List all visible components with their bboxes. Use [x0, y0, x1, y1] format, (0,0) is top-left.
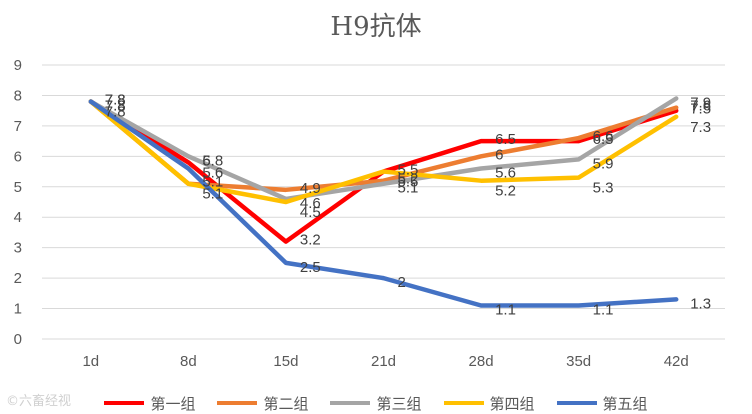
- y-tick-label: 4: [14, 209, 22, 226]
- legend-label: 第二组: [263, 394, 309, 413]
- data-label: 7.8: [105, 92, 126, 109]
- data-label: 4.6: [300, 195, 321, 212]
- data-label: 2.5: [300, 259, 321, 276]
- data-label: 7.8: [105, 98, 126, 115]
- watermark: ©六畜经视: [6, 394, 72, 409]
- series-line-4: [88, 99, 679, 205]
- chart-title: H9抗体: [330, 12, 422, 42]
- data-label: 5.2: [398, 171, 419, 188]
- series-line-5: [88, 99, 679, 308]
- legend-swatch: [330, 401, 371, 405]
- legend-item: 第二组: [217, 393, 308, 414]
- x-tick-label: 8d: [180, 353, 197, 370]
- grid-lines: [42, 64, 725, 340]
- data-label: 6.5: [593, 131, 614, 148]
- y-tick-label: 1: [14, 301, 22, 318]
- data-label: 6: [495, 146, 503, 163]
- legend-item: 第四组: [443, 393, 535, 414]
- legend-item: 第一组: [104, 393, 195, 414]
- data-label: 5.2: [495, 183, 516, 200]
- y-axis-ticks: 0 1 2 3 4 5 6 7 8 9: [14, 57, 22, 348]
- legend-swatch: [217, 401, 258, 405]
- series-line-3: [88, 96, 679, 202]
- data-label: 7.8: [105, 92, 126, 109]
- data-label: 7.8: [105, 104, 126, 121]
- legend-swatch: [104, 401, 145, 405]
- data-label: 3.2: [300, 232, 321, 249]
- legend-label: 第一组: [150, 394, 196, 413]
- data-label: 5.1: [202, 186, 223, 203]
- data-label: 4.5: [300, 204, 321, 221]
- data-label: 1.1: [495, 302, 516, 319]
- data-label: 7.5: [690, 101, 711, 118]
- data-label: 4.9: [300, 180, 321, 197]
- data-label: 7.6: [690, 98, 711, 115]
- x-tick-label: 21d: [371, 353, 396, 370]
- data-label: 7.9: [690, 94, 711, 111]
- data-label: 7.8: [105, 98, 126, 115]
- y-tick-label: 8: [14, 87, 22, 104]
- legend-item: 第五组: [556, 393, 648, 414]
- data-label: 5.5: [398, 162, 419, 179]
- y-tick-label: 3: [14, 240, 22, 257]
- data-label: 2: [398, 274, 406, 291]
- data-label: 5.1: [202, 174, 223, 191]
- legend-swatch: [443, 401, 484, 405]
- x-tick-label: 28d: [469, 353, 494, 370]
- data-label: 6.6: [593, 128, 614, 145]
- data-label: 6: [202, 152, 210, 169]
- legend-label: 第三组: [376, 394, 422, 413]
- data-label: 5.1: [398, 180, 419, 197]
- data-label: 5.9: [593, 155, 614, 172]
- y-tick-label: 7: [14, 118, 22, 135]
- data-label: 1.3: [690, 295, 711, 312]
- x-axis-ticks: 1d 8d 15d 21d 28d 35d 42d: [82, 353, 688, 370]
- data-label: 5.5: [398, 174, 419, 191]
- legend-label: 第五组: [602, 394, 648, 413]
- data-label: 5.8: [202, 152, 223, 169]
- x-tick-label: 42d: [664, 353, 689, 370]
- data-label: 5.6: [495, 165, 516, 182]
- legend-swatch: [556, 401, 597, 405]
- data-label: 6.5: [495, 131, 516, 148]
- y-tick-label: 5: [14, 179, 22, 196]
- y-tick-label: 0: [14, 331, 22, 348]
- y-tick-label: 2: [14, 270, 22, 287]
- series-lines: [88, 96, 679, 308]
- legend: 第一组 第二组 第三组 第四组 第五组: [0, 392, 752, 414]
- data-label: 5.3: [593, 180, 614, 197]
- y-tick-label: 9: [14, 57, 22, 74]
- data-label: 7.3: [690, 119, 711, 136]
- data-labels: 7.8 5.8 3.2 5.5 6.5 6.5 7.5 7.8 5.1 4.9 5.2 6 6.6 7.6…: [105, 92, 711, 319]
- legend-label: 第四组: [489, 394, 535, 413]
- x-tick-label: 35d: [566, 353, 591, 370]
- x-tick-label: 1d: [82, 353, 99, 370]
- data-label: 5.6: [202, 165, 223, 182]
- y-tick-label: 6: [14, 148, 22, 165]
- legend-item: 第三组: [330, 393, 422, 414]
- x-tick-label: 15d: [273, 353, 298, 370]
- data-label: 1.1: [593, 302, 614, 319]
